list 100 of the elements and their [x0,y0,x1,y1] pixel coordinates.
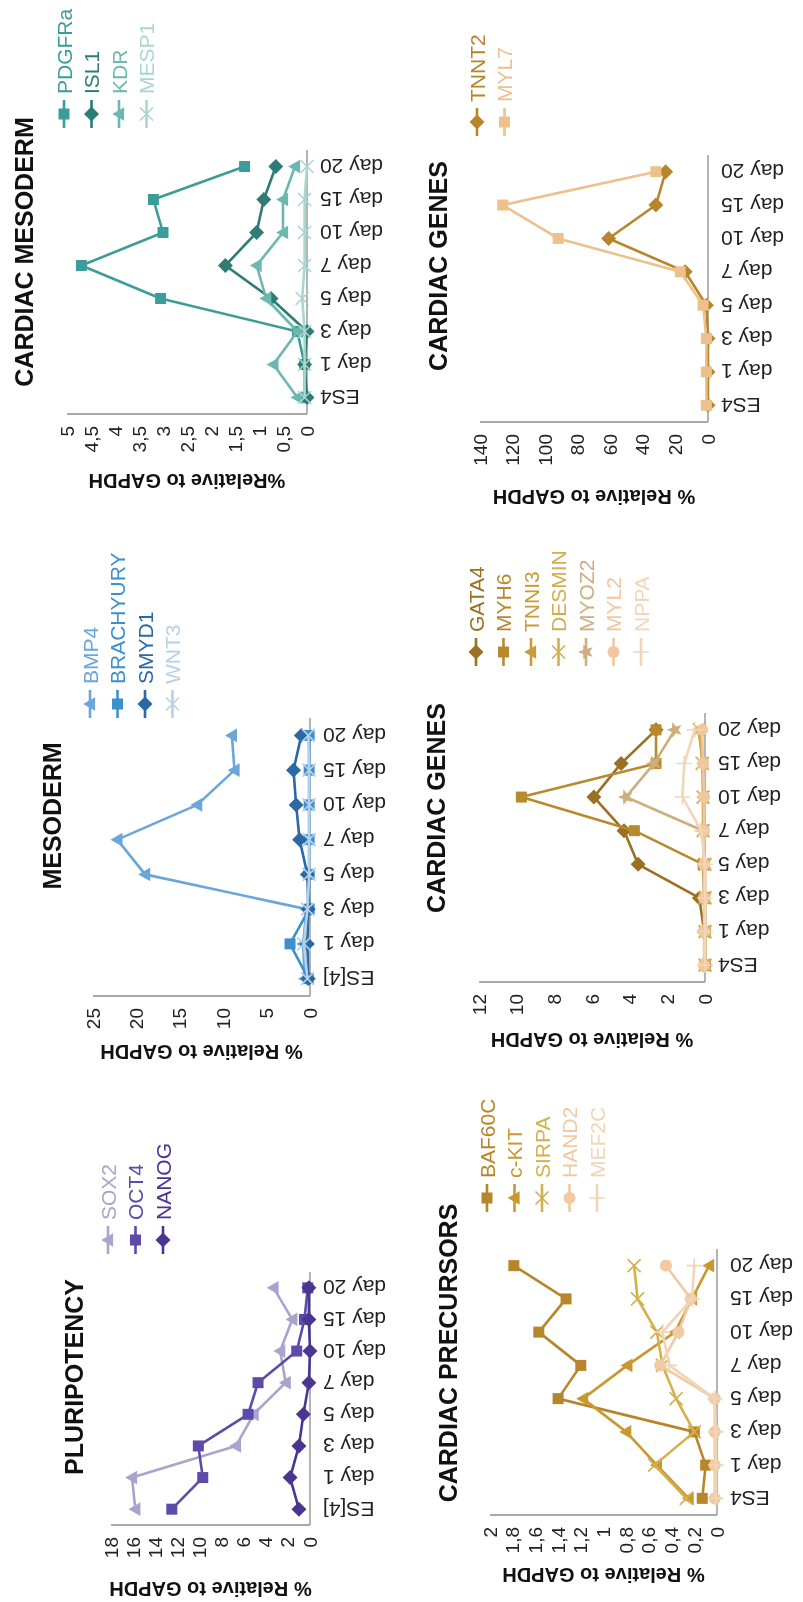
x-tick-label: 80 [567,434,589,456]
y-tick-label: ES4 [720,393,761,417]
y-tick-label: day 15 [721,193,785,217]
y-tick-label: day 3 [718,886,770,910]
x-tick-label: 1,2 [570,1527,592,1554]
text: SOX2 [96,1163,120,1220]
x-tick-label: 2 [479,1527,501,1538]
y-tick-label: day 3 [730,1420,782,1444]
x-tick-label: 5 [256,1008,278,1019]
x-tick-label: 10 [188,1537,210,1559]
x-axis-title: % Relative to GAPDH [490,1029,694,1051]
y-tick-label: day 10 [721,226,785,250]
text: TNNI3 [519,571,543,632]
y-tick-label: day 10 [718,785,782,809]
x-tick-label: 2,5 [176,426,198,453]
x-tick-label: 40 [632,434,654,456]
y-tick-label: day 5 [721,293,773,317]
y-tick-label: day 1 [718,920,770,944]
x-axis-title: % Relative to GAPDH [109,1578,312,1600]
text: CARDIAC PRECURSORS [434,1203,462,1503]
x-tick-label: 140 [469,434,491,466]
y-tick-label: ES[4] [323,967,375,991]
text: MYH6 [492,573,515,632]
y-tick-label: day 5 [323,1402,375,1426]
x-tick-label: 5 [56,426,78,437]
y-tick-label: day 7 [730,1353,782,1377]
text: BAF60C [475,1098,499,1178]
y-tick-label: day 7 [320,254,372,277]
text: TNNT2 [465,34,489,102]
text: PDGFRa [52,8,76,94]
x-tick-label: 0 [694,994,716,1005]
y-tick-label: day 10 [730,1320,794,1344]
x-tick-label: 25 [82,1008,104,1030]
x-tick-label: 0 [697,434,719,445]
y-tick-label: day 5 [730,1387,782,1411]
x-tick-label: 4,5 [80,426,102,453]
text: SIRPA [530,1116,554,1178]
x-tick-label: 12 [468,994,490,1016]
y-tick-label: day 1 [320,353,372,376]
x-tick-label: 1 [248,426,270,437]
x-tick-label: 4 [619,993,641,1005]
x-tick-label: 0,8 [615,1527,637,1554]
text: OCT4 [124,1163,147,1220]
y-tick-label: day 15 [730,1287,794,1311]
text: HAND2 [558,1106,581,1178]
y-tick-label: day 10 [320,221,384,244]
x-tick-label: 0,5 [272,426,294,453]
text: c-KIT [503,1127,526,1178]
x-tick-label: 3,5 [128,426,150,453]
text: SMYD1 [133,611,157,684]
y-tick-label: day 5 [320,287,372,310]
x-tick-label: 15 [169,1008,191,1030]
x-tick-label: 14 [144,1536,166,1559]
y-tick-label: ES4 [319,386,360,409]
x-axis-title: % Relative to GAPDH [100,1041,303,1063]
text: NPPA [629,576,653,632]
text: MEF2C [585,1106,609,1178]
x-axis-title: % Relative to GAPDH [502,1564,705,1586]
text: BMP4 [78,626,102,684]
text: CARDIAC MESODERM [10,117,38,387]
y-tick-label: day 1 [730,1453,782,1477]
x-tick-label: 1 [593,1527,614,1538]
text: GATA4 [464,565,488,632]
x-tick-label: 1,5 [224,426,246,453]
x-tick-label: 6 [233,1537,255,1548]
text: PLURIPOTENCY [60,1278,88,1475]
x-tick-label: 8 [211,1537,233,1548]
x-tick-label: 0 [299,1008,321,1019]
x-tick-label: 0,6 [638,1527,660,1554]
y-tick-label: day 20 [323,723,387,747]
y-tick-label: day 7 [718,819,770,843]
text: NANOG [151,1142,175,1220]
x-tick-label: 10 [212,1008,234,1030]
x-tick-label: 10 [506,994,528,1016]
x-tick-label: 100 [534,434,556,466]
x-tick-label: 2 [277,1537,299,1548]
text: MYL7 [493,47,516,102]
y-tick-label: day 7 [721,260,773,284]
text: MYOZ2 [574,559,598,632]
y-tick-label: day 20 [721,160,785,184]
y-tick-label: day 15 [320,188,384,211]
y-tick-label: day 7 [323,828,375,852]
text: CARDIAC GENES [422,703,450,913]
y-tick-label: day 15 [323,1307,387,1331]
text: BRACHYURY [106,552,129,684]
text: KDR [107,49,131,94]
y-tick-label: day 1 [323,1466,375,1490]
x-tick-label: 4 [255,1536,277,1548]
text: CARDIAC GENES [424,161,452,371]
x-tick-label: 60 [599,434,621,456]
text: MYL2 [602,577,625,632]
x-tick-label: 6 [581,994,603,1005]
text: ISL1 [80,50,103,94]
y-tick-label: day 15 [323,758,387,782]
x-tick-label: 12 [166,1537,188,1559]
x-tick-label: 0 [296,426,318,437]
x-tick-label: 2 [656,994,678,1005]
y-tick-label: day 20 [323,1276,387,1300]
y-tick-label: day 3 [323,1434,375,1458]
y-tick-label: day 20 [320,155,384,178]
